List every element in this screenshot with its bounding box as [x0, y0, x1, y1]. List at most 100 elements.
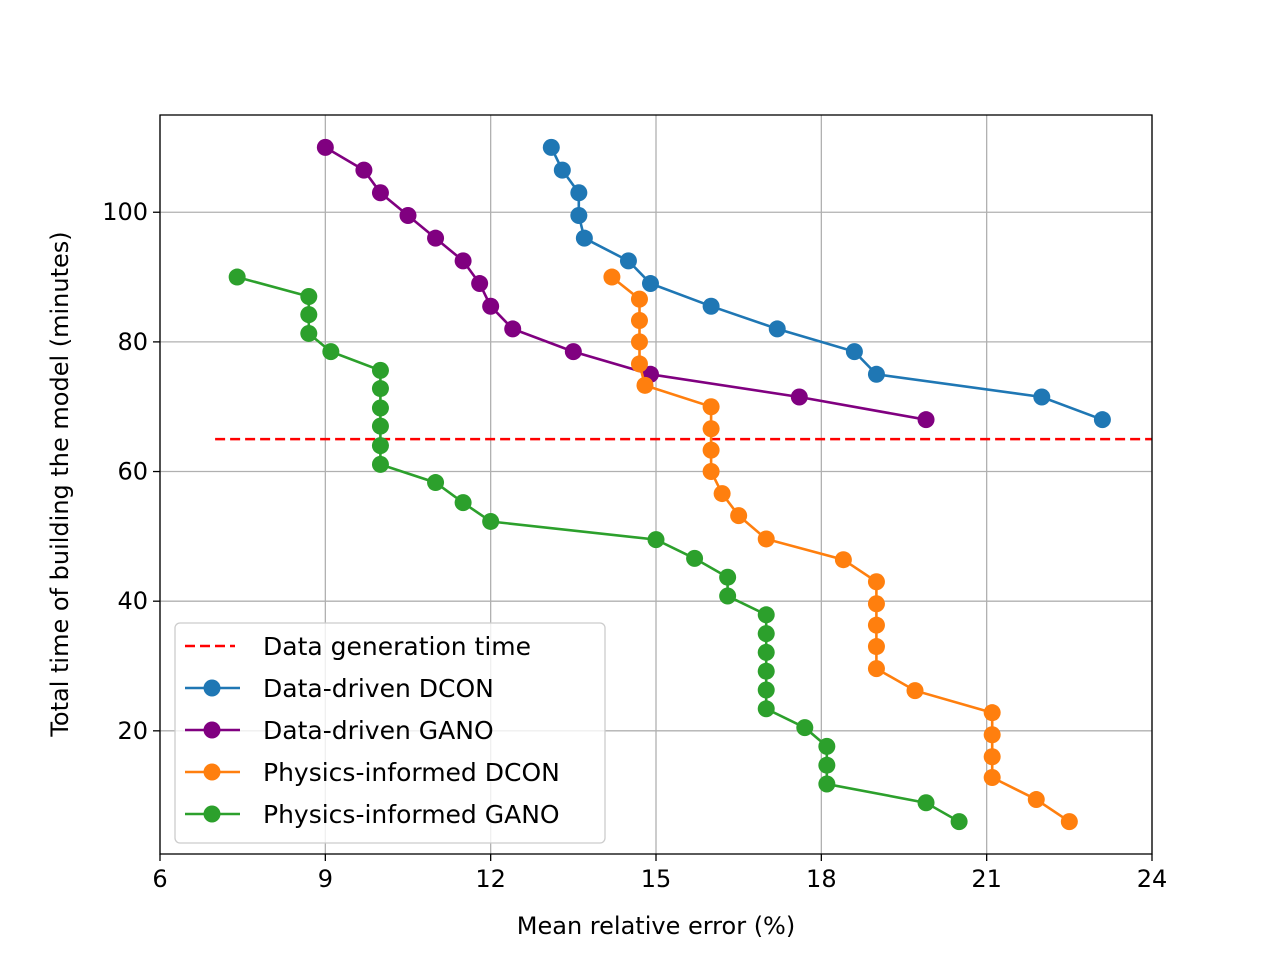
data-point [867, 638, 885, 656]
data-point [796, 719, 814, 737]
data-point [702, 463, 720, 481]
data-point [702, 420, 720, 438]
data-point [371, 399, 389, 417]
legend-marker [203, 721, 221, 739]
data-point [906, 682, 924, 700]
x-tick-label: 21 [971, 865, 1002, 893]
data-point [702, 398, 720, 416]
legend-label: Data-driven GANO [263, 716, 494, 745]
data-point [575, 229, 593, 247]
data-point [818, 775, 836, 793]
data-point [454, 494, 472, 512]
data-point [757, 681, 775, 699]
data-point [570, 184, 588, 202]
data-point [818, 737, 836, 755]
data-point [1033, 388, 1051, 406]
data-point [983, 769, 1001, 787]
x-tick-label: 6 [152, 865, 167, 893]
legend-marker [203, 805, 221, 823]
x-tick-label: 12 [475, 865, 506, 893]
series-layer [215, 138, 1152, 831]
series-2 [603, 268, 1078, 831]
data-point [300, 306, 318, 324]
data-point [482, 512, 500, 530]
data-point [867, 365, 885, 383]
data-point [647, 531, 665, 549]
x-tick-label: 18 [806, 865, 837, 893]
y-tick-label: 40 [117, 587, 148, 615]
y-tick-label: 60 [117, 458, 148, 486]
data-point [917, 411, 935, 429]
legend-item: Data-driven GANO [185, 716, 494, 745]
data-point [619, 252, 637, 270]
data-point [641, 275, 659, 293]
data-point [504, 320, 522, 338]
data-point [355, 161, 373, 179]
data-point [427, 474, 445, 492]
data-point [371, 361, 389, 379]
data-point [790, 388, 808, 406]
data-point [636, 376, 654, 394]
data-point [564, 343, 582, 361]
series-3 [228, 268, 968, 831]
data-point [1027, 791, 1045, 809]
data-point [454, 252, 472, 270]
legend-item: Data generation time [185, 632, 531, 661]
data-point [322, 343, 340, 361]
data-point [757, 643, 775, 661]
data-point [950, 813, 968, 831]
legend-item: Physics-informed GANO [185, 800, 560, 829]
x-tick-label: 15 [641, 865, 672, 893]
data-point [630, 333, 648, 351]
legend-item: Data-driven DCON [185, 674, 494, 703]
data-point [983, 726, 1001, 744]
data-point [630, 355, 648, 373]
data-point [730, 507, 748, 525]
data-point [482, 297, 500, 315]
data-point [371, 184, 389, 202]
y-axis-label: Total time of building the model (minute… [46, 231, 74, 737]
data-point [316, 138, 334, 156]
data-point [228, 268, 246, 286]
data-point [371, 455, 389, 473]
data-point [553, 161, 571, 179]
x-axis-label: Mean relative error (%) [517, 912, 795, 940]
data-point [867, 573, 885, 591]
data-point [371, 380, 389, 398]
data-point [757, 625, 775, 643]
legend-marker [203, 679, 221, 697]
legend-label: Data-driven DCON [263, 674, 494, 703]
data-point [834, 551, 852, 569]
legend-label: Physics-informed GANO [263, 800, 560, 829]
x-tick-label: 9 [318, 865, 333, 893]
data-point [867, 616, 885, 634]
data-point [1093, 411, 1111, 429]
data-point [845, 343, 863, 361]
data-point [471, 275, 489, 293]
data-point [719, 587, 737, 605]
y-tick-label: 20 [117, 717, 148, 745]
data-point [371, 437, 389, 455]
legend-label: Data generation time [263, 632, 531, 661]
data-point [983, 748, 1001, 766]
data-point [719, 568, 737, 586]
legend-label: Physics-informed DCON [263, 758, 560, 787]
data-point [371, 417, 389, 435]
data-point [917, 794, 935, 812]
data-point [867, 660, 885, 678]
data-point [603, 268, 621, 286]
ticks: 6 9 12 15 18 21 24 20 40 60 80 100 [102, 198, 1167, 893]
data-point [702, 297, 720, 315]
data-point [867, 595, 885, 613]
data-point [702, 441, 720, 459]
data-point [686, 549, 704, 567]
data-point [757, 530, 775, 548]
data-point [713, 485, 731, 503]
data-point [757, 606, 775, 624]
series-0 [542, 138, 1111, 429]
x-tick-label: 24 [1137, 865, 1168, 893]
y-tick-label: 80 [117, 328, 148, 356]
data-point [757, 662, 775, 680]
data-point [300, 288, 318, 306]
